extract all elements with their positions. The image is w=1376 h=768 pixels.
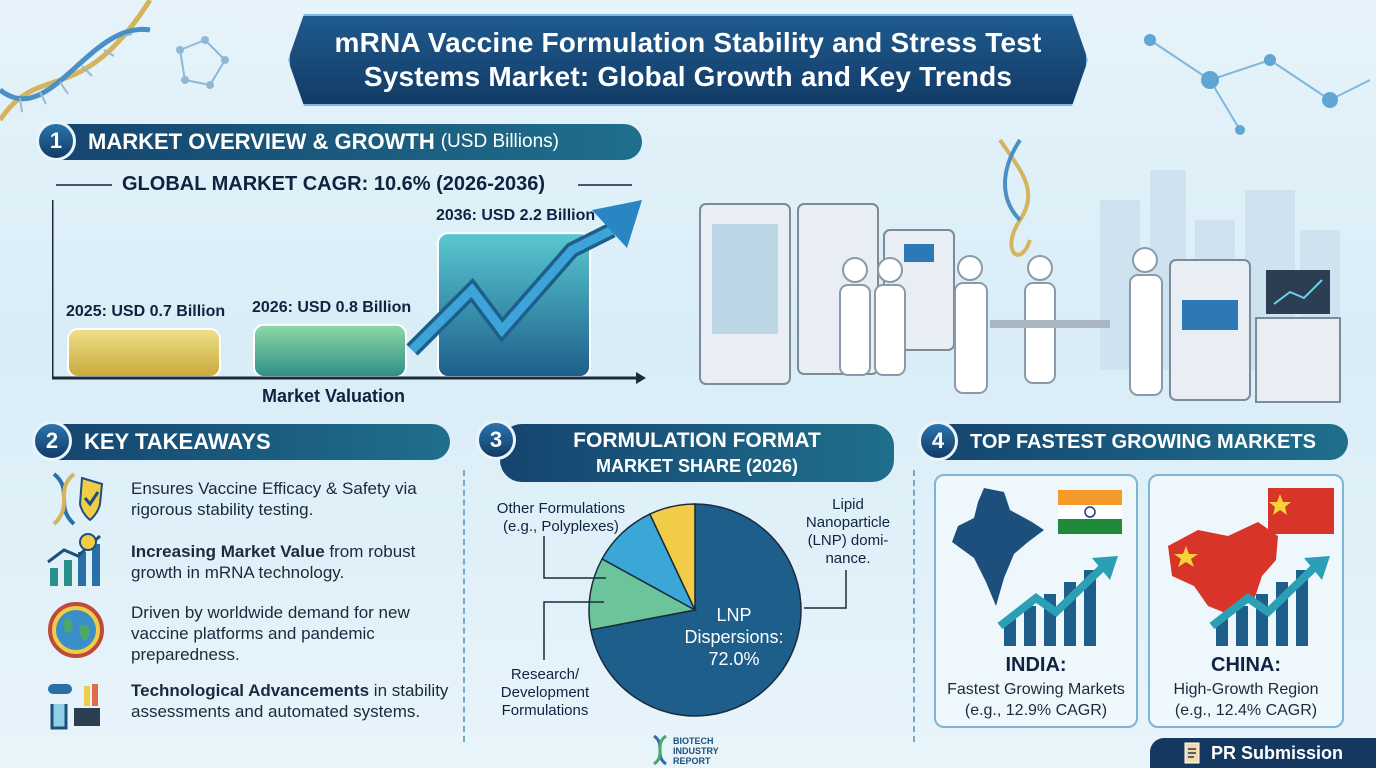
- biotech-logo-icon: [653, 734, 667, 766]
- china-name: CHINA:: [1211, 654, 1281, 676]
- lab-equipment-icon: [48, 684, 100, 730]
- growth-arrowhead: [592, 200, 642, 248]
- dna-shield-icon: [52, 472, 104, 526]
- takeaway-2: Increasing Market Value from robust grow…: [131, 542, 416, 582]
- molecule-decoration: [176, 36, 229, 89]
- bar-label-2026: 2026: USD 0.8 Billion: [252, 298, 412, 316]
- india-flag-icon: [1058, 490, 1122, 534]
- pie-label-other: Other Formulations (e.g., Polyplexes): [496, 500, 626, 535]
- formulation-pie-chart: [588, 503, 802, 717]
- document-icon: [1184, 742, 1200, 764]
- pie-slice-1: [588, 557, 698, 631]
- pie-label-lipid: Lipid Nanoparticle (LNP) domi-nance.: [805, 496, 891, 567]
- china-growth-icon: [1209, 556, 1330, 646]
- bar-2026: [253, 323, 407, 378]
- pie-lnp-value: 72.0%: [708, 649, 760, 669]
- section1-unit: (USD Billions): [440, 131, 559, 152]
- lab-illustration: [699, 138, 1341, 403]
- india-map-icon: [952, 488, 1044, 606]
- globe-icon: [48, 602, 104, 658]
- section1-header: 1 MARKET OVERVIEW & GROWTH (USD Billions…: [36, 121, 642, 161]
- india-name: INDIA:: [1005, 654, 1067, 676]
- biotech-logo-text: BIOTECH INDUSTRY REPORT: [673, 736, 719, 766]
- pie-slice-3: [648, 503, 696, 611]
- bar-chart-svg: [52, 200, 646, 384]
- section2-number: 2: [32, 421, 72, 461]
- china-map-icon: [1168, 522, 1278, 614]
- section1-title: MARKET OVERVIEW & GROWTH: [88, 129, 435, 154]
- bar-2025: [67, 328, 221, 378]
- growth-chart-icon: [47, 533, 102, 586]
- pr-submission-label: PR Submission: [1210, 742, 1344, 763]
- section3-header: FORMULATION FORMAT MARKET SHARE (2026): [500, 424, 894, 482]
- pr-submission-button[interactable]: PR Submission: [1150, 738, 1376, 768]
- page-title-line2: Systems Market: Global Growth and Key Tr…: [363, 61, 1013, 92]
- pie-label-research: Research/ Development Formulations: [500, 666, 590, 719]
- x-axis-label: Market Valuation: [262, 386, 406, 406]
- takeaway-1: Ensures Vaccine Efficacy & Safety via ri…: [131, 479, 417, 519]
- section1-number: 1: [36, 121, 76, 161]
- china-desc-line1: High-Growth Region: [1173, 681, 1319, 698]
- section3-number: 3: [476, 420, 516, 460]
- section3-title-line2: MARKET SHARE (2026): [595, 456, 799, 476]
- section2-title: KEY TAKEAWAYS: [84, 429, 271, 454]
- takeaway-3: Driven by worldwide demand for new vacci…: [131, 603, 410, 664]
- india-growth-icon: [997, 556, 1118, 646]
- section2-header: 2 KEY TAKEAWAYS: [32, 421, 450, 461]
- bar-label-2036: 2036: USD 2.2 Billion: [436, 207, 596, 225]
- divider-left: [463, 470, 465, 742]
- cagr-text: GLOBAL MARKET CAGR: 10.6% (2026-2036): [122, 173, 546, 195]
- market-bar-chart: 2025: USD 0.7 Billion 2026: USD 0.8 Billi…: [52, 200, 646, 386]
- page-title-line1: mRNA Vaccine Formulation Stability and S…: [334, 27, 1042, 58]
- india-desc-line2: (e.g., 12.9% CAGR): [964, 702, 1108, 719]
- takeaway-4: Technological Advancements in stability …: [131, 681, 449, 721]
- section3-title-line1: FORMULATION FORMAT: [573, 429, 821, 452]
- india-desc-line1: Fastest Growing Markets: [947, 681, 1125, 698]
- pie-leader-lines: [543, 536, 847, 660]
- pie-lnp-name: LNP Dispersions:: [684, 605, 784, 647]
- pie-lnp-label: LNP Dispersions: 72.0%: [676, 604, 792, 670]
- network-decoration: [1144, 34, 1371, 135]
- china-flag-icon: [1268, 488, 1334, 534]
- bar-label-2025: 2025: USD 0.7 Billion: [66, 303, 226, 320]
- china-desc-line2: (e.g., 12.4% CAGR): [1174, 702, 1318, 719]
- title-banner: mRNA Vaccine Formulation Stability and S…: [288, 14, 1088, 106]
- section4-header: 4 TOP FASTEST GROWING MARKETS: [918, 421, 1348, 461]
- dna-decoration: [0, 0, 153, 122]
- cagr-rule-right: [578, 184, 632, 186]
- section4-number: 4: [918, 421, 958, 461]
- cagr-rule-left: [56, 184, 112, 186]
- divider-right: [913, 470, 915, 742]
- section4-title: TOP FASTEST GROWING MARKETS: [970, 430, 1316, 453]
